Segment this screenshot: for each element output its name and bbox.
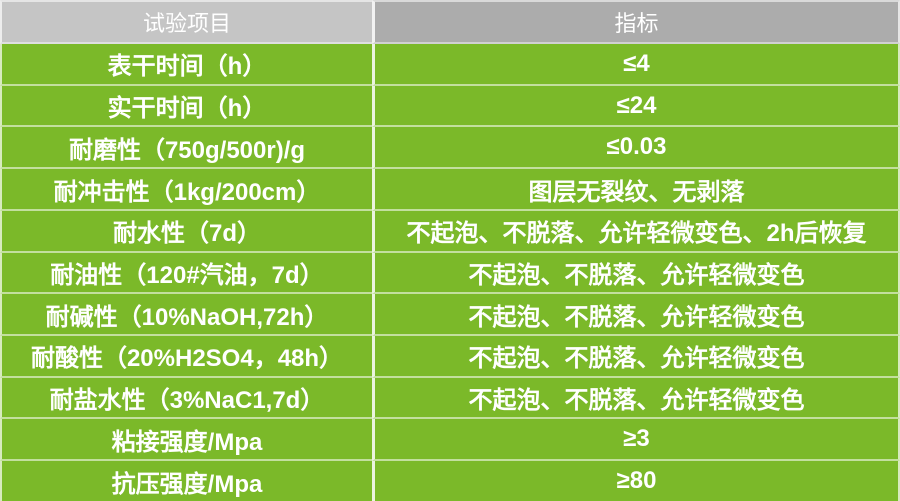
- table-row: 耐碱性（10%NaOH,72h） 不起泡、不脱落、允许轻微变色: [0, 294, 900, 337]
- indicator-cell: ≥3: [372, 419, 900, 462]
- test-item-cell: 抗压强度/Mpa: [0, 461, 372, 501]
- indicator-cell: ≤24: [372, 85, 900, 128]
- test-item-cell: 耐盐水性（3%NaC1,7d）: [0, 377, 372, 420]
- indicator-cell: 不起泡、不脱落、允许轻微变色: [372, 252, 900, 295]
- table-row: 实干时间（h） ≤24: [0, 85, 900, 128]
- test-item-cell: 表干时间（h）: [0, 44, 372, 86]
- test-item-cell: 耐水性（7d）: [0, 210, 372, 253]
- indicator-cell: 不起泡、不脱落、允许轻微变色、2h后恢复: [372, 210, 900, 253]
- indicator-cell: 图层无裂纹、无剥落: [372, 169, 900, 211]
- indicator-cell: 不起泡、不脱落、允许轻微变色: [372, 377, 900, 420]
- table-row: 耐水性（7d） 不起泡、不脱落、允许轻微变色、2h后恢复: [0, 210, 900, 253]
- table-row: 耐油性（120#汽油，7d） 不起泡、不脱落、允许轻微变色: [0, 252, 900, 295]
- indicator-cell: ≥80: [372, 461, 900, 501]
- table-row: 耐磨性（750g/500r)/g ≤0.03: [0, 127, 900, 170]
- indicator-cell: 不起泡、不脱落、允许轻微变色: [372, 294, 900, 337]
- test-item-cell: 耐磨性（750g/500r)/g: [0, 127, 372, 170]
- table-row: 耐冲击性（1kg/200cm） 图层无裂纹、无剥落: [0, 169, 900, 211]
- test-item-cell: 耐冲击性（1kg/200cm）: [0, 169, 372, 211]
- test-item-cell: 粘接强度/Mpa: [0, 419, 372, 462]
- table-row: 耐酸性（20%H2SO4，48h） 不起泡、不脱落、允许轻微变色: [0, 336, 900, 378]
- table-row: 表干时间（h） ≤4: [0, 44, 900, 86]
- indicator-cell: 不起泡、不脱落、允许轻微变色: [372, 336, 900, 378]
- table-row: 耐盐水性（3%NaC1,7d） 不起泡、不脱落、允许轻微变色: [0, 377, 900, 420]
- test-item-cell: 耐油性（120#汽油，7d）: [0, 252, 372, 295]
- indicator-cell: ≤4: [372, 44, 900, 86]
- table-row: 抗压强度/Mpa ≥80: [0, 461, 900, 501]
- test-item-cell: 实干时间（h）: [0, 85, 372, 128]
- test-item-cell: 耐碱性（10%NaOH,72h）: [0, 294, 372, 337]
- column-header-test-item: 试验项目: [0, 0, 372, 44]
- indicator-cell: ≤0.03: [372, 127, 900, 170]
- table-row: 粘接强度/Mpa ≥3: [0, 419, 900, 462]
- header-row: 试验项目 指标: [0, 0, 900, 44]
- column-header-indicator: 指标: [372, 0, 900, 44]
- test-item-cell: 耐酸性（20%H2SO4，48h）: [0, 336, 372, 378]
